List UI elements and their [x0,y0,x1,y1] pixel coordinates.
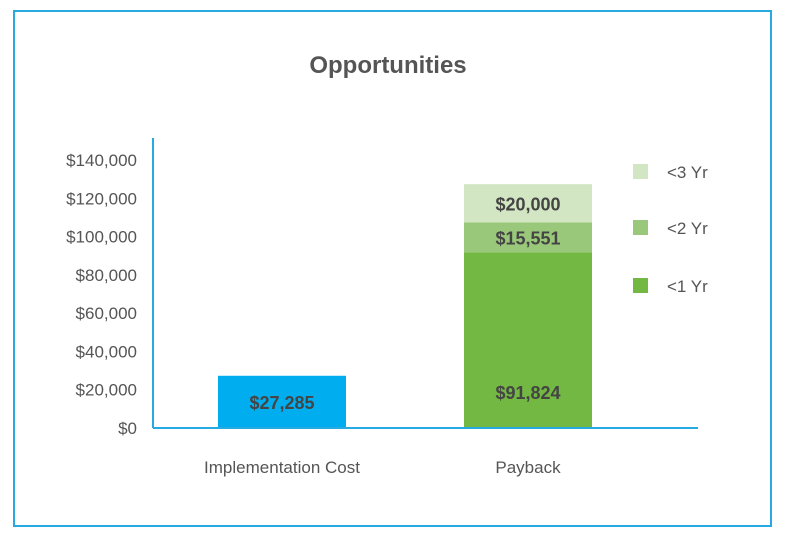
x-category-label: Implementation Cost [204,458,360,477]
y-tick-label: $100,000 [66,228,137,247]
legend-label: <1 Yr [667,277,708,296]
data-label: $27,285 [249,393,314,413]
data-label: $20,000 [495,194,560,214]
legend-swatch [633,164,648,179]
bar-segment [464,222,592,253]
y-tick-label: $60,000 [76,304,137,323]
y-tick-label: $80,000 [76,266,137,285]
bar-segment [218,375,346,428]
legend-label: <3 Yr [667,163,708,182]
y-tick-label: $0 [118,419,137,438]
y-tick-label: $20,000 [76,381,137,400]
legend-label: <2 Yr [667,219,708,238]
x-category-label: Payback [495,458,561,477]
chart-title: Opportunities [309,52,466,79]
chart-frame [13,10,772,527]
data-label: $15,551 [495,228,560,248]
bar-segment [464,184,592,223]
data-label: $91,824 [495,383,560,403]
y-tick-label: $40,000 [76,342,137,361]
legend-swatch [633,278,648,293]
bar-segment [464,252,592,428]
y-tick-label: $120,000 [66,189,137,208]
y-tick-label: $140,000 [66,151,137,170]
legend-swatch [633,220,648,235]
